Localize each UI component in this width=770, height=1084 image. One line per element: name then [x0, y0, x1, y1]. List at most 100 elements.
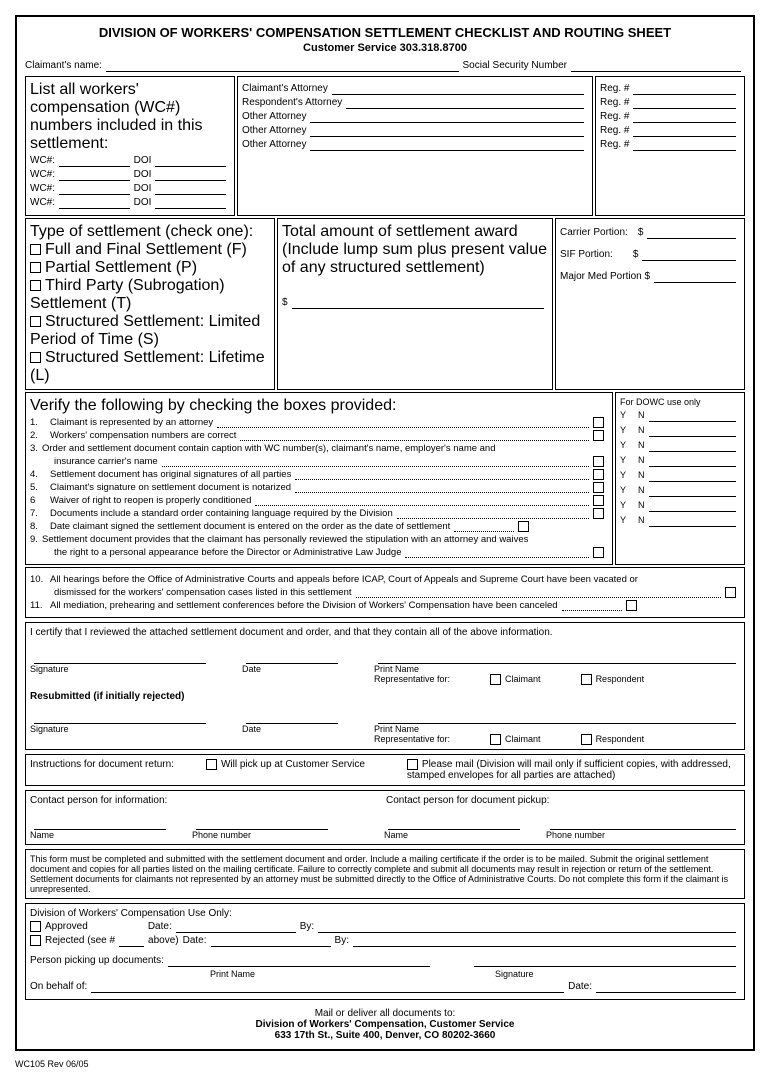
reg-label: Reg. #	[600, 111, 629, 123]
checkbox-v6[interactable]	[593, 495, 604, 506]
dots	[295, 482, 589, 493]
name-input[interactable]	[34, 818, 166, 830]
checkbox-v8[interactable]	[518, 521, 529, 532]
phone-input[interactable]	[196, 818, 328, 830]
n-label: N	[638, 410, 645, 422]
yn-input[interactable]	[649, 425, 736, 437]
atty-input[interactable]	[310, 111, 584, 123]
behalf-input[interactable]	[91, 981, 564, 993]
by-input[interactable]	[318, 921, 736, 933]
reg-input[interactable]	[633, 83, 736, 95]
date-input[interactable]	[211, 935, 331, 947]
atty-input[interactable]	[332, 83, 584, 95]
reg-input[interactable]	[633, 111, 736, 123]
reg-label: Reg. #	[600, 97, 629, 109]
wc-label: WC#:	[30, 183, 55, 195]
vnum: 2.	[30, 430, 50, 441]
atty-input[interactable]	[346, 97, 584, 109]
print-input[interactable]	[378, 652, 736, 664]
date-input[interactable]	[246, 712, 338, 724]
n-label: N	[638, 485, 645, 497]
sig-input[interactable]	[34, 652, 206, 664]
checkbox-v11[interactable]	[626, 600, 637, 611]
checkbox-partial[interactable]	[30, 262, 41, 273]
yn-input[interactable]	[649, 440, 736, 452]
checkbox-third[interactable]	[30, 280, 41, 291]
carrier-input[interactable]	[647, 227, 736, 239]
checkbox-v4[interactable]	[593, 469, 604, 480]
checkbox-v5[interactable]	[593, 482, 604, 493]
mail-label: Please mail (Division will mail only if …	[407, 759, 731, 781]
date-input[interactable]	[176, 921, 296, 933]
form-footer: WC105 Rev 06/05	[15, 1059, 755, 1069]
dollar-sign: $	[638, 227, 644, 239]
pickup-sig-input[interactable]	[474, 955, 736, 967]
checkbox-approved[interactable]	[30, 921, 41, 932]
wc-input[interactable]	[59, 169, 130, 181]
reg-input[interactable]	[633, 139, 736, 151]
doi-input[interactable]	[155, 169, 226, 181]
wc-input[interactable]	[59, 183, 130, 195]
reg-input[interactable]	[633, 97, 736, 109]
yn-input[interactable]	[649, 410, 736, 422]
checkbox-claimant[interactable]	[490, 674, 501, 685]
doi-input[interactable]	[155, 155, 226, 167]
doi-input[interactable]	[155, 183, 226, 195]
v-text: Settlement document has original signatu…	[50, 469, 291, 480]
checkbox-v1[interactable]	[593, 417, 604, 428]
yn-input[interactable]	[649, 470, 736, 482]
mail-to-label: Mail or deliver all documents to:	[25, 1008, 745, 1019]
checkbox-claimant[interactable]	[490, 734, 501, 745]
instr-label: Instructions for document return:	[30, 759, 174, 781]
date-input[interactable]	[246, 652, 338, 664]
yn-input[interactable]	[649, 485, 736, 497]
checkbox-mail[interactable]	[407, 759, 418, 770]
yn-input[interactable]	[649, 500, 736, 512]
yn-input[interactable]	[649, 515, 736, 527]
v-text: insurance carrier's name	[54, 456, 158, 467]
checkbox-v2[interactable]	[593, 430, 604, 441]
phone-input[interactable]	[550, 818, 736, 830]
checkbox-rejected[interactable]	[30, 935, 41, 946]
sif-input[interactable]	[642, 249, 736, 261]
reg-input[interactable]	[633, 125, 736, 137]
checkbox-respondent[interactable]	[581, 674, 592, 685]
checkbox-full[interactable]	[30, 244, 41, 255]
date-label: Date	[148, 921, 169, 933]
checkbox-v10[interactable]	[725, 587, 736, 598]
contact-pickup-label: Contact person for document pickup:	[386, 795, 740, 806]
checkbox-v7[interactable]	[593, 508, 604, 519]
v-text: dismissed for the workers' compensation …	[54, 587, 352, 598]
n-label: N	[638, 500, 645, 512]
dots	[295, 469, 589, 480]
by-input[interactable]	[353, 935, 736, 947]
checkbox-v9[interactable]	[593, 547, 604, 558]
ssn-input[interactable]	[571, 60, 741, 72]
checkbox-v3[interactable]	[593, 456, 604, 467]
print-input[interactable]	[378, 712, 736, 724]
checkbox-pickup[interactable]	[206, 759, 217, 770]
reject-num[interactable]	[119, 935, 144, 947]
print-label: Print Name	[210, 969, 255, 979]
vnum: 5.	[30, 482, 50, 493]
claimant-input[interactable]	[106, 60, 459, 72]
checkbox-respondent[interactable]	[581, 734, 592, 745]
verify-continued: 10.All hearings before the Office of Adm…	[25, 567, 745, 618]
amount-input[interactable]	[292, 297, 544, 309]
pickup-name-input[interactable]	[168, 955, 430, 967]
v-text: Settlement document provides that the cl…	[42, 534, 528, 545]
y-label: Y	[620, 500, 626, 512]
checkbox-struct-time[interactable]	[30, 316, 41, 327]
date-input[interactable]	[596, 981, 736, 993]
sig-input[interactable]	[34, 712, 206, 724]
atty-input[interactable]	[310, 139, 584, 151]
doi-input[interactable]	[155, 197, 226, 209]
checkbox-struct-life[interactable]	[30, 352, 41, 363]
wc-input[interactable]	[59, 197, 130, 209]
atty-input[interactable]	[310, 125, 584, 137]
n-label: N	[638, 470, 645, 482]
yn-input[interactable]	[649, 455, 736, 467]
majmed-input[interactable]	[654, 271, 736, 283]
wc-input[interactable]	[59, 155, 130, 167]
name-input[interactable]	[388, 818, 520, 830]
